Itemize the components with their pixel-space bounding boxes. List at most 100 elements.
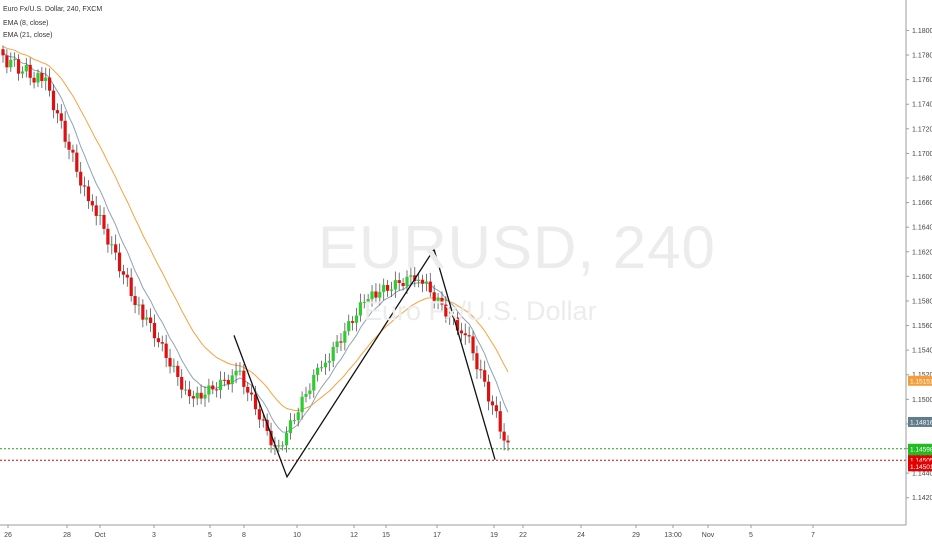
candle-down (222, 379, 227, 381)
candles (1, 45, 510, 456)
candle-down (351, 321, 355, 323)
candle-down (471, 336, 475, 354)
price-tick-label: 1.17600 (912, 77, 932, 84)
candle-up (145, 317, 149, 320)
candle-up (292, 420, 296, 422)
candle-down (215, 389, 219, 391)
candle-up (343, 331, 347, 343)
candle-down (253, 394, 258, 410)
candle-down (133, 296, 137, 306)
candle-down (191, 396, 195, 399)
price-tag-label: 1.14816 (910, 419, 932, 426)
candle-down (79, 171, 83, 186)
candle-down (180, 376, 184, 390)
candle-up (281, 445, 285, 447)
candle-down (94, 205, 98, 216)
candle-down (176, 365, 180, 377)
candle-up (389, 289, 394, 291)
candle-down (82, 185, 87, 187)
candle-down (475, 353, 479, 370)
candle-down (152, 322, 157, 339)
candle-up (323, 362, 328, 368)
candle-down (102, 215, 106, 229)
candle-down (86, 186, 91, 202)
candle-down (498, 411, 502, 432)
candle-up (409, 275, 413, 277)
price-tick-label: 1.14400 (912, 471, 932, 478)
time-tick-label: 10 (293, 532, 301, 539)
candle-down (494, 405, 498, 412)
candle-down (59, 113, 63, 121)
ema-21-legend[interactable]: EMA (21, close) (3, 32, 53, 39)
candle-up (172, 365, 176, 367)
candle-down (106, 228, 110, 245)
candle-down (246, 386, 250, 393)
candle-up (319, 367, 324, 369)
candle-up (234, 370, 238, 376)
candle-down (121, 271, 126, 275)
price-tick-label: 1.14200 (912, 495, 932, 502)
time-tick-label: 29 (632, 532, 640, 539)
time-tick-label: 8 (242, 532, 246, 539)
candle-up (417, 279, 421, 282)
candle-down (55, 110, 59, 114)
price-tag-label: 1.14505 (910, 458, 932, 465)
time-tick-label: 3 (152, 532, 156, 539)
time-tick-label: 12 (350, 532, 358, 539)
price-tag (908, 375, 932, 386)
candle-up (110, 244, 114, 246)
candle-up (24, 64, 28, 72)
time-tick-label: 15 (382, 532, 390, 539)
candle-down (261, 419, 265, 421)
candle-down (211, 385, 215, 390)
candle-up (354, 315, 359, 323)
candle-down (168, 357, 172, 367)
candle-down (125, 274, 129, 278)
price-tick-label: 1.16600 (912, 200, 932, 207)
price-tick-label: 1.16000 (912, 274, 932, 281)
candle-down (114, 244, 118, 253)
candle-up (347, 321, 351, 332)
candle-down (1, 49, 5, 56)
candle-up (20, 71, 25, 74)
candle-down (490, 401, 495, 406)
candle-up (366, 299, 370, 302)
candle-down (40, 73, 44, 82)
time-tick-label: 24 (577, 532, 585, 539)
price-tag-label: 1.14501 (910, 464, 932, 471)
candle-down (269, 430, 273, 446)
candle-up (218, 379, 223, 391)
ema-21-line (2, 45, 509, 412)
candle-up (358, 302, 362, 316)
candle-down (257, 409, 261, 420)
time-tick-label: 5 (208, 532, 212, 539)
candle-up (230, 375, 234, 385)
ema-21-layer (2, 45, 509, 412)
candle-up (13, 59, 17, 61)
price-tick-label: 1.15400 (912, 348, 932, 355)
candle-up (378, 291, 382, 298)
candle-down (187, 389, 192, 397)
price-tag-label: 1.14598 (910, 446, 932, 453)
candle-down (486, 381, 491, 402)
chart-title: Euro Fx/U.S. Dollar, 240, FXCM (3, 6, 103, 13)
candle-down (483, 370, 487, 382)
price-tag (908, 416, 932, 427)
candle-down (117, 252, 122, 272)
candle-down (385, 285, 390, 291)
candle-down (32, 77, 36, 83)
price-tick-label: 1.16200 (912, 249, 932, 256)
candle-down (67, 141, 71, 150)
candle-up (203, 394, 207, 399)
candle-down (75, 152, 79, 172)
price-tick-label: 1.18000 (912, 28, 932, 35)
candle-down (401, 283, 405, 287)
candle-up (436, 297, 440, 301)
ema-8-legend[interactable]: EMA (8, close) (3, 20, 49, 27)
candle-up (98, 215, 102, 217)
candle-down (250, 392, 254, 395)
price-tick-label: 1.15000 (912, 397, 932, 404)
candle-down (479, 369, 483, 371)
time-axis: 26 28 Oct 3 5 8 10 12 15 17 19 22 24 29 13:00 Nov 5 7 (0, 524, 906, 539)
